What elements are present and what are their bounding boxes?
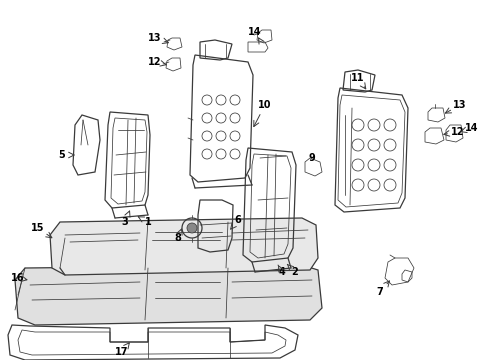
Circle shape <box>186 223 197 233</box>
Text: 17: 17 <box>115 347 128 357</box>
Text: 2: 2 <box>291 267 298 277</box>
Text: 10: 10 <box>258 100 271 110</box>
Polygon shape <box>15 265 321 325</box>
Text: 1: 1 <box>144 217 151 227</box>
Text: 3: 3 <box>122 217 128 227</box>
Text: 6: 6 <box>234 215 241 225</box>
Polygon shape <box>50 218 317 275</box>
Text: 11: 11 <box>350 73 364 83</box>
Text: 4: 4 <box>278 267 285 277</box>
Text: 9: 9 <box>308 153 315 163</box>
Text: 7: 7 <box>376 287 383 297</box>
Text: 8: 8 <box>174 233 181 243</box>
Text: 5: 5 <box>59 150 65 160</box>
Text: 14: 14 <box>248 27 261 37</box>
Text: 13: 13 <box>452 100 466 110</box>
Text: 16: 16 <box>11 273 25 283</box>
Text: 12: 12 <box>450 127 464 137</box>
Text: 13: 13 <box>148 33 162 43</box>
Text: 12: 12 <box>148 57 162 67</box>
Text: 15: 15 <box>31 223 45 233</box>
Text: 14: 14 <box>464 123 478 133</box>
